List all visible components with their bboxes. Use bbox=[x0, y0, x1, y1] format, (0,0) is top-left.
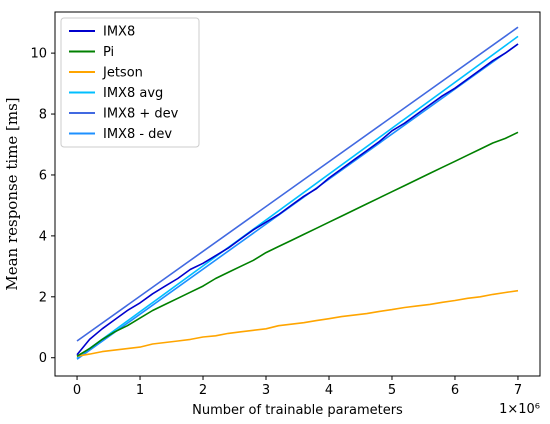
legend-label: IMX8 + dev bbox=[103, 107, 179, 122]
x-tick-label: 6 bbox=[451, 383, 459, 398]
x-axis-offset-label: 1×10⁶ bbox=[499, 402, 540, 417]
legend-label: IMX8 - dev bbox=[103, 127, 172, 142]
x-axis: 0 1 2 3 4 5 6 7 bbox=[73, 376, 522, 398]
y-tick-label: 10 bbox=[30, 47, 47, 62]
y-tick-label: 0 bbox=[39, 351, 47, 366]
x-tick-label: 0 bbox=[73, 383, 81, 398]
y-axis: 0 2 4 6 8 10 bbox=[30, 47, 55, 366]
y-axis-label: Mean response time [ms] bbox=[3, 97, 21, 290]
legend-label: IMX8 avg bbox=[103, 86, 163, 101]
x-tick-label: 1 bbox=[136, 383, 144, 398]
series-line-imx8 bbox=[76, 43, 519, 356]
series-line-imx8-avg bbox=[76, 35, 519, 359]
x-axis-label: Number of trainable parameters bbox=[192, 403, 403, 418]
x-tick-label: 2 bbox=[199, 383, 207, 398]
y-tick-label: 2 bbox=[39, 290, 47, 305]
y-tick-label: 6 bbox=[39, 168, 47, 183]
plot-frame bbox=[54, 11, 541, 377]
legend: IMX8 Pi Jetson IMX8 avg IMX8 + dev IMX8 - dev bbox=[60, 17, 200, 148]
legend-label: IMX8 bbox=[103, 25, 135, 40]
series-line-pi bbox=[76, 131, 519, 357]
legend-box bbox=[60, 17, 200, 148]
x-tick-label: 3 bbox=[262, 383, 270, 398]
series-line-imx8-dev bbox=[76, 26, 519, 342]
legend-label: Pi bbox=[103, 45, 114, 60]
series-layer bbox=[76, 26, 519, 360]
legend-label: Jetson bbox=[102, 66, 143, 81]
y-tick-label: 8 bbox=[39, 108, 47, 123]
x-tick-label: 4 bbox=[325, 383, 333, 398]
x-tick-label: 7 bbox=[514, 383, 522, 398]
series-line-jetson bbox=[76, 289, 519, 357]
x-tick-label: 5 bbox=[388, 383, 396, 398]
y-tick-label: 4 bbox=[39, 229, 47, 244]
